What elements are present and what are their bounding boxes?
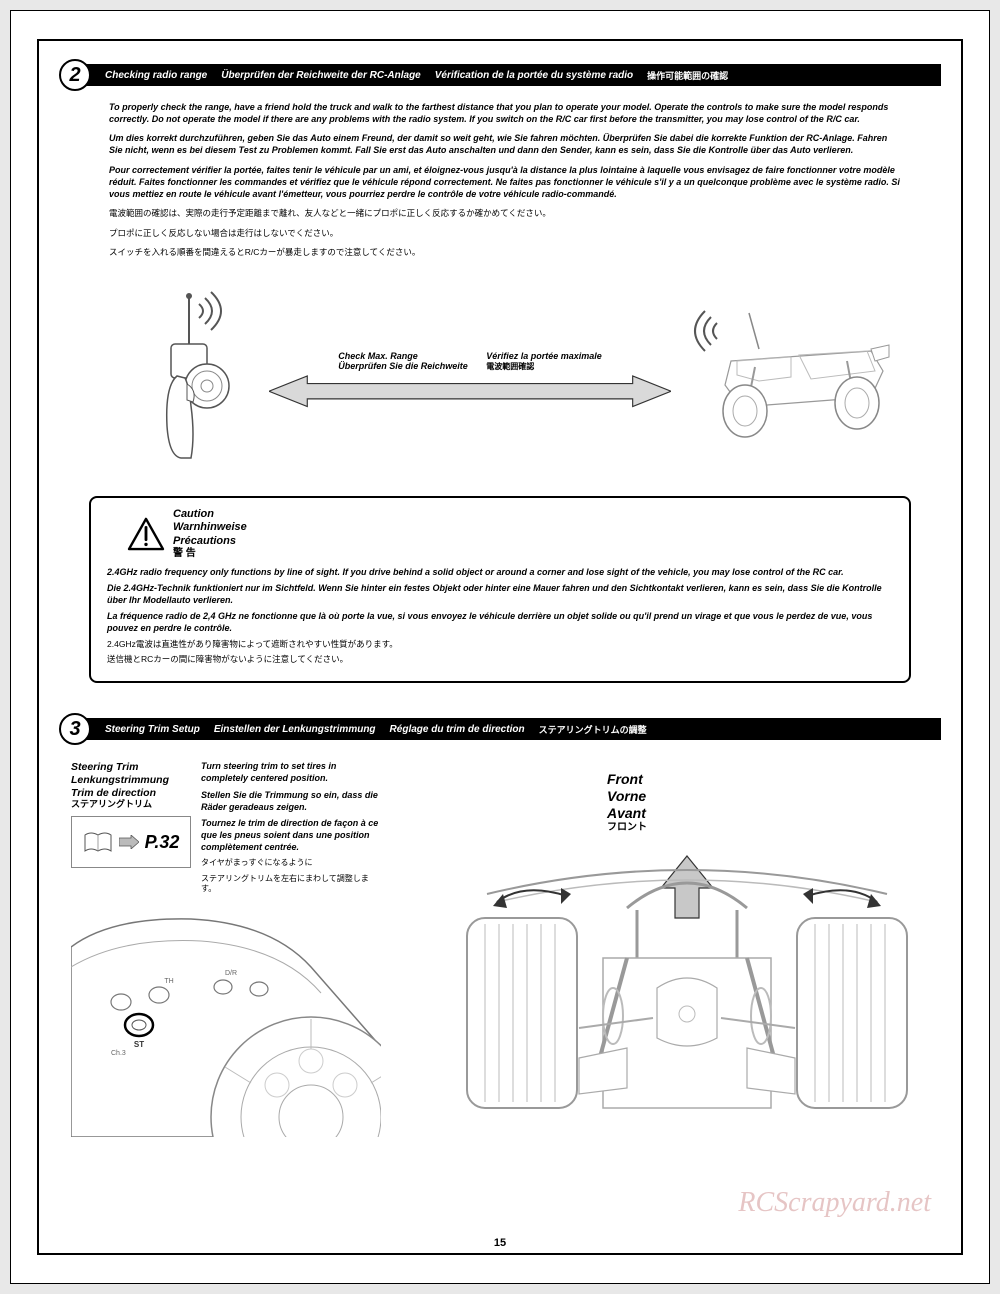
trim-desc-fr: Tournez le trim de direction de façon à … xyxy=(201,818,381,853)
trim-desc-de: Stellen Sie die Trimmung so ein, dass di… xyxy=(201,790,381,813)
sec2-para-fr: Pour correctement vérifier la portée, fa… xyxy=(109,164,901,200)
section3-right-column: Front Vorne Avant フロント xyxy=(397,761,947,1137)
arrow-labels: Check Max. Range Überprüfen Sie die Reic… xyxy=(269,351,671,372)
sec2-para-en: To properly check the range, have a frie… xyxy=(109,101,901,125)
caution-para-en: 2.4GHz radio frequency only functions by… xyxy=(107,566,893,578)
transmitter-closeup-svg: ST TH D/R Ch.3 xyxy=(71,907,381,1137)
step-number-2: 2 xyxy=(59,59,91,91)
section3-left-column: Steering Trim Lenkungstrimmung Trim de d… xyxy=(71,761,381,1137)
arrow-label-de: Überprüfen Sie die Reichweite xyxy=(338,361,468,371)
svg-text:ST: ST xyxy=(134,1040,144,1049)
trim-desc-en: Turn steering trim to set tires in compl… xyxy=(201,761,381,784)
trim-desc-jp2: ステアリングトリムを左右にまわして調整します。 xyxy=(201,874,381,895)
step-number-3: 3 xyxy=(59,713,91,745)
caution-title-en: Caution xyxy=(173,508,247,521)
sec3-title-jp: ステアリングトリムの調整 xyxy=(539,723,647,736)
page-reference-box: P.32 xyxy=(71,816,191,868)
section2-header: 2 Checking radio range Überprüfen der Re… xyxy=(59,59,941,91)
sec2-para-jp1: 電波範囲の確認は、実際の走行予定距離まで離れ、友人などと一緒にプロポに正しく反応… xyxy=(109,207,901,220)
watermark: RCScrapyard.net xyxy=(738,1187,931,1219)
sec2-para-jp3: スイッチを入れる順番を間違えるとR/Cカーが暴走しますので注意してください。 xyxy=(109,246,901,259)
section2-title-bar: Checking radio range Überprüfen der Reic… xyxy=(85,64,941,86)
caution-header: Caution Warnhinweise Précautions 警 告 xyxy=(127,508,893,560)
trim-titles: Steering Trim Lenkungstrimmung Trim de d… xyxy=(71,761,191,810)
trim-label-block: Steering Trim Lenkungstrimmung Trim de d… xyxy=(71,761,381,899)
chassis-svg xyxy=(427,838,947,1128)
caution-title-jp: 警 告 xyxy=(173,548,247,560)
sec3-title-fr: Réglage du trim de direction xyxy=(390,724,525,735)
caution-title-fr: Précautions xyxy=(173,535,247,548)
caution-body: 2.4GHz radio frequency only functions by… xyxy=(107,566,893,666)
front-en: Front xyxy=(607,771,947,788)
svg-text:D/R: D/R xyxy=(225,970,237,977)
trim-descriptions: Turn steering trim to set tires in compl… xyxy=(201,761,381,899)
caution-box: Caution Warnhinweise Précautions 警 告 2.4… xyxy=(89,496,911,683)
truck-illustration xyxy=(671,301,891,451)
front-fr: Avant xyxy=(607,805,947,822)
sec2-para-jp2: プロポに正しく反応しない場合は走行はしないでください。 xyxy=(109,227,901,240)
page-frame: 2 Checking radio range Überprüfen der Re… xyxy=(37,39,963,1255)
arrow-label-fr: Vérifiez la portée maximale xyxy=(486,351,602,361)
sec2-para-de: Um dies korrekt durchzuführen, geben Sie… xyxy=(109,132,901,156)
svg-text:Ch.3: Ch.3 xyxy=(111,1050,126,1057)
transmitter-illustration xyxy=(129,286,269,466)
transmitter-svg xyxy=(129,286,269,466)
caution-para-jp1: 2.4GHz電波は直進性があり障害物によって遮断されやすい性質があります。 xyxy=(107,639,893,650)
trim-title-de: Lenkungstrimmung xyxy=(71,774,191,787)
arrow-label-jp: 電波範囲確認 xyxy=(486,361,602,372)
sec2-title-en: Checking radio range xyxy=(105,70,207,81)
trim-title-fr: Trim de direction xyxy=(71,787,191,800)
caution-titles: Caution Warnhinweise Précautions 警 告 xyxy=(173,508,247,560)
page-ref-text: P.32 xyxy=(145,832,180,853)
manual-page: 2 Checking radio range Überprüfen der Re… xyxy=(10,10,990,1284)
sec2-title-jp: 操作可能範囲の確認 xyxy=(647,69,728,82)
sec2-title-de: Überprüfen der Reichweite der RC-Anlage xyxy=(221,70,420,81)
range-diagram: Check Max. Range Überprüfen Sie die Reic… xyxy=(59,266,941,486)
front-de: Vorne xyxy=(607,788,947,805)
front-chassis-illustration xyxy=(427,838,947,1128)
section3-header: 3 Steering Trim Setup Einstellen der Len… xyxy=(59,713,941,745)
caution-para-fr: La fréquence radio de 2,4 GHz ne fonctio… xyxy=(107,610,893,634)
front-label: Front Vorne Avant フロント xyxy=(607,771,947,833)
arrow-right-icon xyxy=(119,835,139,849)
warning-triangle-icon xyxy=(127,517,165,551)
double-arrow-icon xyxy=(269,374,671,408)
page-number: 15 xyxy=(494,1237,506,1249)
sec3-title-en: Steering Trim Setup xyxy=(105,724,200,735)
trim-title-en: Steering Trim xyxy=(71,761,191,774)
svg-text:TH: TH xyxy=(164,978,173,985)
trim-title-jp: ステアリングトリム xyxy=(71,799,191,810)
front-jp: フロント xyxy=(607,822,947,834)
caution-para-jp2: 送信機とRCカーの間に障害物がないように注意してください。 xyxy=(107,654,893,665)
book-icon xyxy=(83,831,113,853)
caution-para-de: Die 2.4GHz-Technik funktioniert nur im S… xyxy=(107,582,893,606)
range-arrow-block: Check Max. Range Überprüfen Sie die Reic… xyxy=(269,351,671,401)
truck-svg xyxy=(671,301,891,451)
caution-title-de: Warnhinweise xyxy=(173,521,247,534)
section3-title-bar: Steering Trim Setup Einstellen der Lenku… xyxy=(85,718,941,740)
arrow-label-en: Check Max. Range xyxy=(338,351,468,361)
transmitter-closeup-illustration: ST TH D/R Ch.3 xyxy=(71,907,381,1137)
trim-desc-jp1: タイヤがまっすぐになるように xyxy=(201,858,381,868)
sec2-title-fr: Vérification de la portée du système rad… xyxy=(435,70,633,81)
section3-body: Steering Trim Lenkungstrimmung Trim de d… xyxy=(59,755,941,1137)
section2-body: To properly check the range, have a frie… xyxy=(59,101,941,259)
sec3-title-de: Einstellen der Lenkungstrimmung xyxy=(214,724,376,735)
